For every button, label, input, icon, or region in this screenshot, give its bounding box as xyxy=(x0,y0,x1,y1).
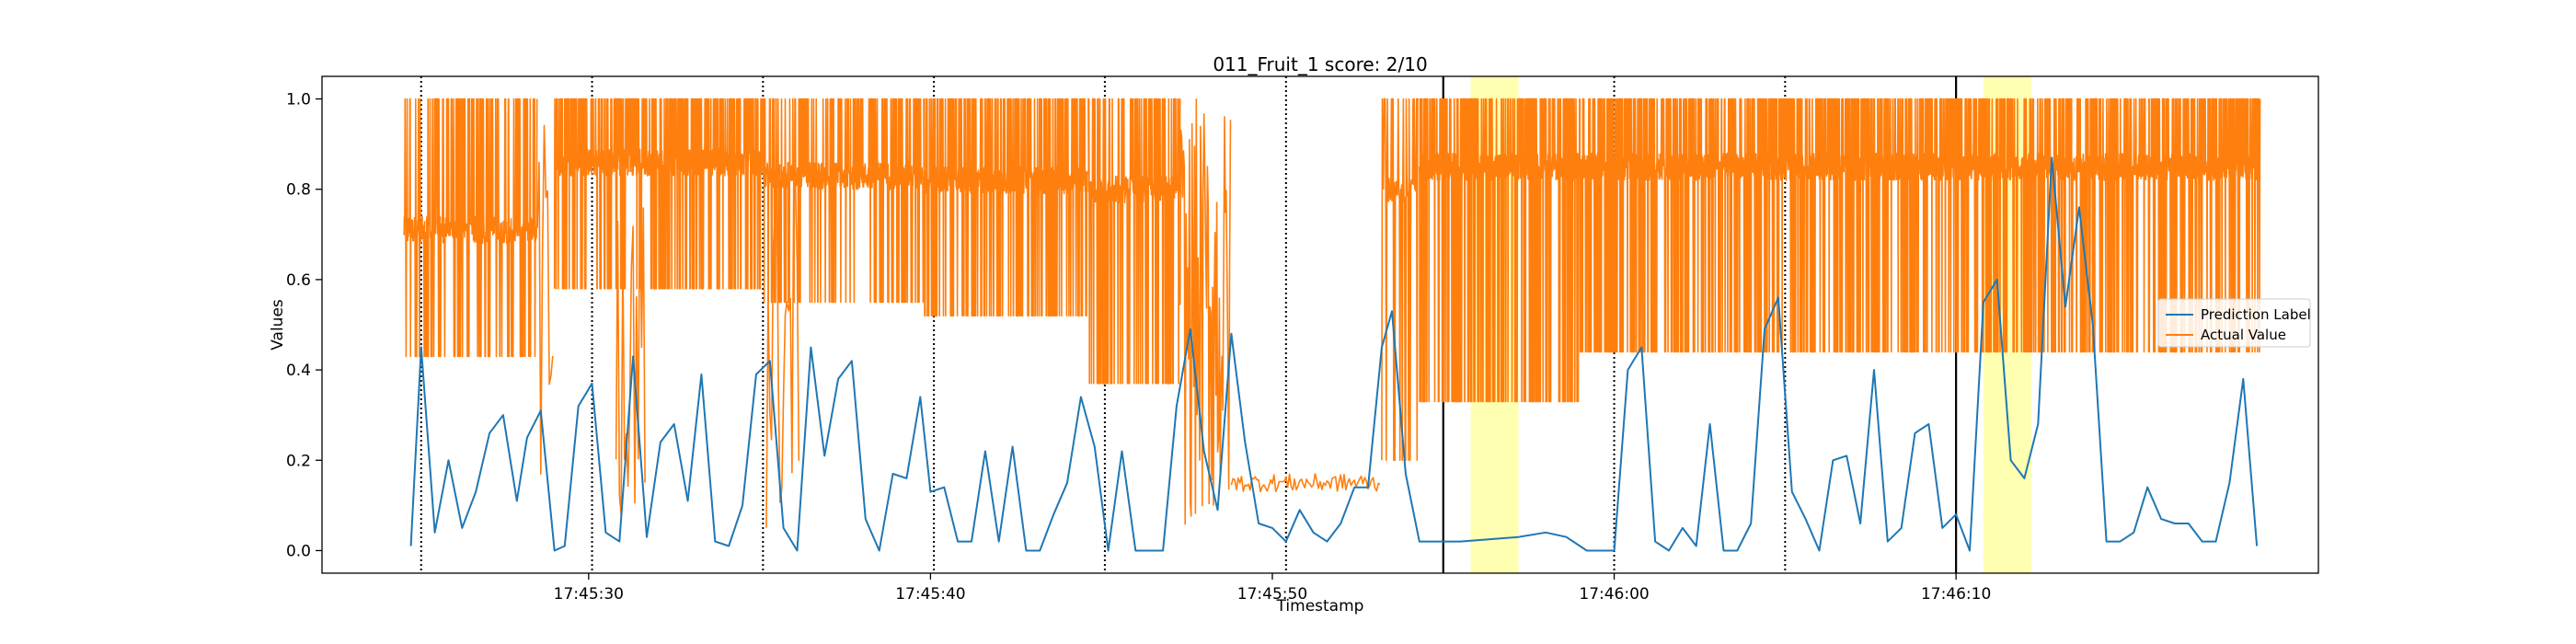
axes: 0.0 0.2 0.4 0.6 0.8 1.0 17:45:30 17:45:40 17:45:… xyxy=(286,91,1991,604)
y-tick-label-3: 0.6 xyxy=(286,271,311,290)
actual-value-segment-6 xyxy=(923,98,1088,316)
actual-value-segment-1 xyxy=(536,124,554,475)
legend-box xyxy=(2157,298,2311,348)
x-tick-label-0: 17:45:30 xyxy=(554,585,624,604)
legend-label-actual-value: Actual Value xyxy=(2201,327,2286,343)
actual-value-segment-12 xyxy=(1579,98,2008,353)
x-tick-label-2: 17:45:50 xyxy=(1237,585,1307,604)
x-axis-title: Timestamp xyxy=(1276,597,1364,615)
actual-value-segment-5 xyxy=(765,165,800,528)
x-tick-label-3: 17:46:00 xyxy=(1579,585,1649,604)
y-tick-label-1: 0.2 xyxy=(286,452,311,470)
y-tick-label-2: 0.4 xyxy=(286,362,311,380)
actual-value-segment-0 xyxy=(403,98,538,358)
actual-value-segment-7 xyxy=(1087,98,1181,385)
actual-value-segment-9 xyxy=(1230,473,1381,493)
legend-label-prediction-label: Prediction Label xyxy=(2201,306,2311,323)
prediction-label-line xyxy=(409,156,2259,552)
actual-value-segment-4 xyxy=(762,98,925,304)
legend: Prediction Label Actual Value xyxy=(2157,298,2311,348)
plot-frame xyxy=(321,75,2319,574)
y-tick-label-5: 1.0 xyxy=(286,91,311,109)
y-tick-label-4: 0.8 xyxy=(286,181,311,200)
y-axis-title: Values xyxy=(269,299,287,351)
plot-series xyxy=(403,98,2261,552)
actual-value-segment-2 xyxy=(553,98,765,290)
actual-value-segment-13 xyxy=(2007,98,2261,353)
x-tick-label-1: 17:45:40 xyxy=(895,585,965,604)
y-tick-label-0: 0.0 xyxy=(286,542,311,560)
actual-value-segment-10 xyxy=(1381,98,1420,462)
chart-title: 011_Fruit_1 score: 2/10 xyxy=(1213,53,1427,75)
actual-value-segment-11 xyxy=(1419,98,1581,403)
x-tick-label-4: 17:46:10 xyxy=(1921,585,1991,604)
